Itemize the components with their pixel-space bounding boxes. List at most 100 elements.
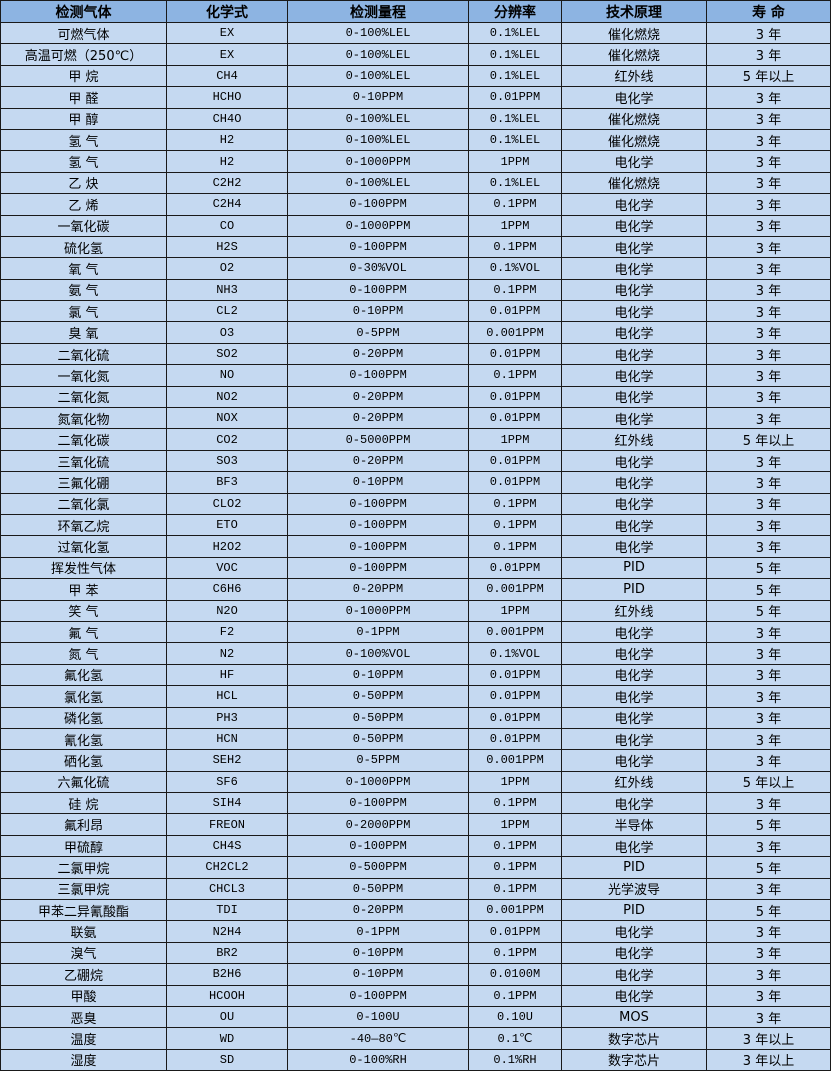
cell-formula: CH4S: [166, 834, 288, 858]
table-row: 硫化氢 H2S 0-100PPM 0.1PPM 电化学 3 年: [0, 235, 831, 259]
table-row: 磷化氢 PH3 0-50PPM 0.01PPM 电化学 3 年: [0, 706, 831, 729]
cell-gas: 二氧化氯: [0, 492, 167, 515]
cell-principle: 半导体: [561, 813, 707, 836]
cell-lifespan: 3 年: [706, 920, 831, 943]
cell-resolution: 0.001PPM: [468, 620, 562, 644]
cell-principle: 电化学: [561, 300, 707, 323]
cell-gas: 环氧乙烷: [0, 513, 167, 537]
cell-range: 0-1000PPM: [287, 770, 469, 794]
cell-formula: NO2: [166, 385, 288, 409]
cell-gas: 三氧化硫: [0, 449, 167, 473]
table-row: 硅 烷 SIH4 0-100PPM 0.1PPM 电化学 3 年: [0, 792, 831, 815]
header-lifespan: 寿 命: [706, 0, 831, 23]
cell-principle: 红外线: [561, 599, 707, 622]
cell-resolution: 0.001PPM: [468, 899, 562, 922]
cell-range: 0-5000PPM: [287, 428, 469, 451]
header-range: 检测量程: [287, 0, 469, 23]
cell-gas: 氢 气: [0, 150, 167, 173]
cell-gas: 二氧化碳: [0, 428, 167, 451]
cell-gas: 温度: [0, 1027, 167, 1050]
cell-principle: 电化学: [561, 920, 707, 943]
cell-lifespan: 3 年: [706, 877, 831, 901]
cell-gas: 挥发性气体: [0, 556, 167, 580]
cell-range: 0-50PPM: [287, 706, 469, 729]
cell-lifespan: 3 年: [706, 86, 831, 109]
cell-resolution: 0.1PPM: [468, 235, 562, 259]
cell-gas: 氰化氢: [0, 727, 167, 751]
cell-lifespan: 3 年: [706, 171, 831, 195]
table-row: 硒化氢 SEH2 0-5PPM 0.001PPM 电化学 3 年: [0, 749, 831, 772]
cell-range: 0-10PPM: [287, 300, 469, 323]
table-row: 过氧化氢 H2O2 0-100PPM 0.1PPM 电化学 3 年: [0, 535, 831, 558]
cell-gas: 氧 气: [0, 257, 167, 280]
cell-lifespan: 5 年以上: [706, 428, 831, 451]
table-row: 氢 气 H2 0-100%LEL 0.1%LEL 催化燃烧 3 年: [0, 128, 831, 152]
cell-principle: PID: [561, 899, 707, 922]
cell-formula: O3: [166, 321, 288, 344]
cell-formula: C2H4: [166, 193, 288, 216]
cell-principle: 电化学: [561, 535, 707, 558]
cell-formula: VOC: [166, 556, 288, 580]
table-row: 氮氧化物 NOX 0-20PPM 0.01PPM 电化学 3 年: [0, 407, 831, 430]
cell-range: 0-100%LEL: [287, 171, 469, 195]
cell-formula: WD: [166, 1027, 288, 1050]
cell-resolution: 0.10U: [468, 1005, 562, 1029]
cell-range: 0-100%LEL: [287, 64, 469, 88]
cell-gas: 六氟化硫: [0, 770, 167, 794]
header-gas: 检测气体: [0, 0, 167, 23]
table-row: 氧 气 O2 0-30%VOL 0.1%VOL 电化学 3 年: [0, 257, 831, 280]
table-row: 甲硫醇 CH4S 0-100PPM 0.1PPM 电化学 3 年: [0, 834, 831, 858]
cell-range: 0-100PPM: [287, 193, 469, 216]
cell-formula: CH4: [166, 64, 288, 88]
cell-gas: 二氧化硫: [0, 342, 167, 366]
cell-gas: 甲苯二异氰酸酯: [0, 899, 167, 922]
cell-range: 0-100PPM: [287, 984, 469, 1007]
cell-formula: C6H6: [166, 578, 288, 601]
cell-formula: EX: [166, 21, 288, 45]
cell-principle: 数字芯片: [561, 1048, 707, 1072]
cell-range: 0-100PPM: [287, 792, 469, 815]
cell-gas: 湿度: [0, 1048, 167, 1072]
cell-lifespan: 3 年: [706, 727, 831, 751]
cell-principle: 电化学: [561, 278, 707, 302]
cell-formula: BR2: [166, 941, 288, 965]
table-row: 一氧化氮 NO 0-100PPM 0.1PPM 电化学 3 年: [0, 364, 831, 387]
cell-lifespan: 3 年: [706, 150, 831, 173]
cell-formula: N2H4: [166, 920, 288, 943]
cell-lifespan: 3 年: [706, 492, 831, 515]
cell-principle: 电化学: [561, 342, 707, 366]
table-row: 联氨 N2H4 0-1PPM 0.01PPM 电化学 3 年: [0, 920, 831, 943]
cell-formula: H2O2: [166, 535, 288, 558]
cell-range: 0-2000PPM: [287, 813, 469, 836]
cell-lifespan: 3 年: [706, 43, 831, 66]
cell-lifespan: 3 年: [706, 535, 831, 558]
cell-lifespan: 3 年: [706, 235, 831, 259]
cell-range: 0-10PPM: [287, 663, 469, 687]
cell-formula: CO2: [166, 428, 288, 451]
cell-range: 0-1000PPM: [287, 150, 469, 173]
cell-gas: 氨 气: [0, 278, 167, 302]
cell-formula: SF6: [166, 770, 288, 794]
cell-lifespan: 3 年: [706, 128, 831, 152]
table-row: 乙硼烷 B2H6 0-10PPM 0.0100M 电化学 3 年: [0, 963, 831, 986]
cell-formula: C2H2: [166, 171, 288, 195]
cell-formula: SO2: [166, 342, 288, 366]
cell-principle: 电化学: [561, 214, 707, 237]
cell-formula: SD: [166, 1048, 288, 1072]
cell-principle: 电化学: [561, 86, 707, 109]
cell-resolution: 0.01PPM: [468, 86, 562, 109]
cell-resolution: 0.1PPM: [468, 364, 562, 387]
cell-principle: 电化学: [561, 471, 707, 494]
cell-gas: 二氧化氮: [0, 385, 167, 409]
cell-principle: 电化学: [561, 984, 707, 1007]
cell-gas: 乙硼烷: [0, 963, 167, 986]
cell-principle: 电化学: [561, 257, 707, 280]
cell-resolution: 0.1PPM: [468, 856, 562, 879]
cell-gas: 氟化氢: [0, 663, 167, 687]
cell-formula: CL2: [166, 300, 288, 323]
cell-resolution: 0.0100M: [468, 963, 562, 986]
table-row: 氯 气 CL2 0-10PPM 0.01PPM 电化学 3 年: [0, 300, 831, 323]
cell-range: 0-100%VOL: [287, 642, 469, 665]
cell-resolution: 0.001PPM: [468, 578, 562, 601]
cell-lifespan: 3 年: [706, 471, 831, 494]
